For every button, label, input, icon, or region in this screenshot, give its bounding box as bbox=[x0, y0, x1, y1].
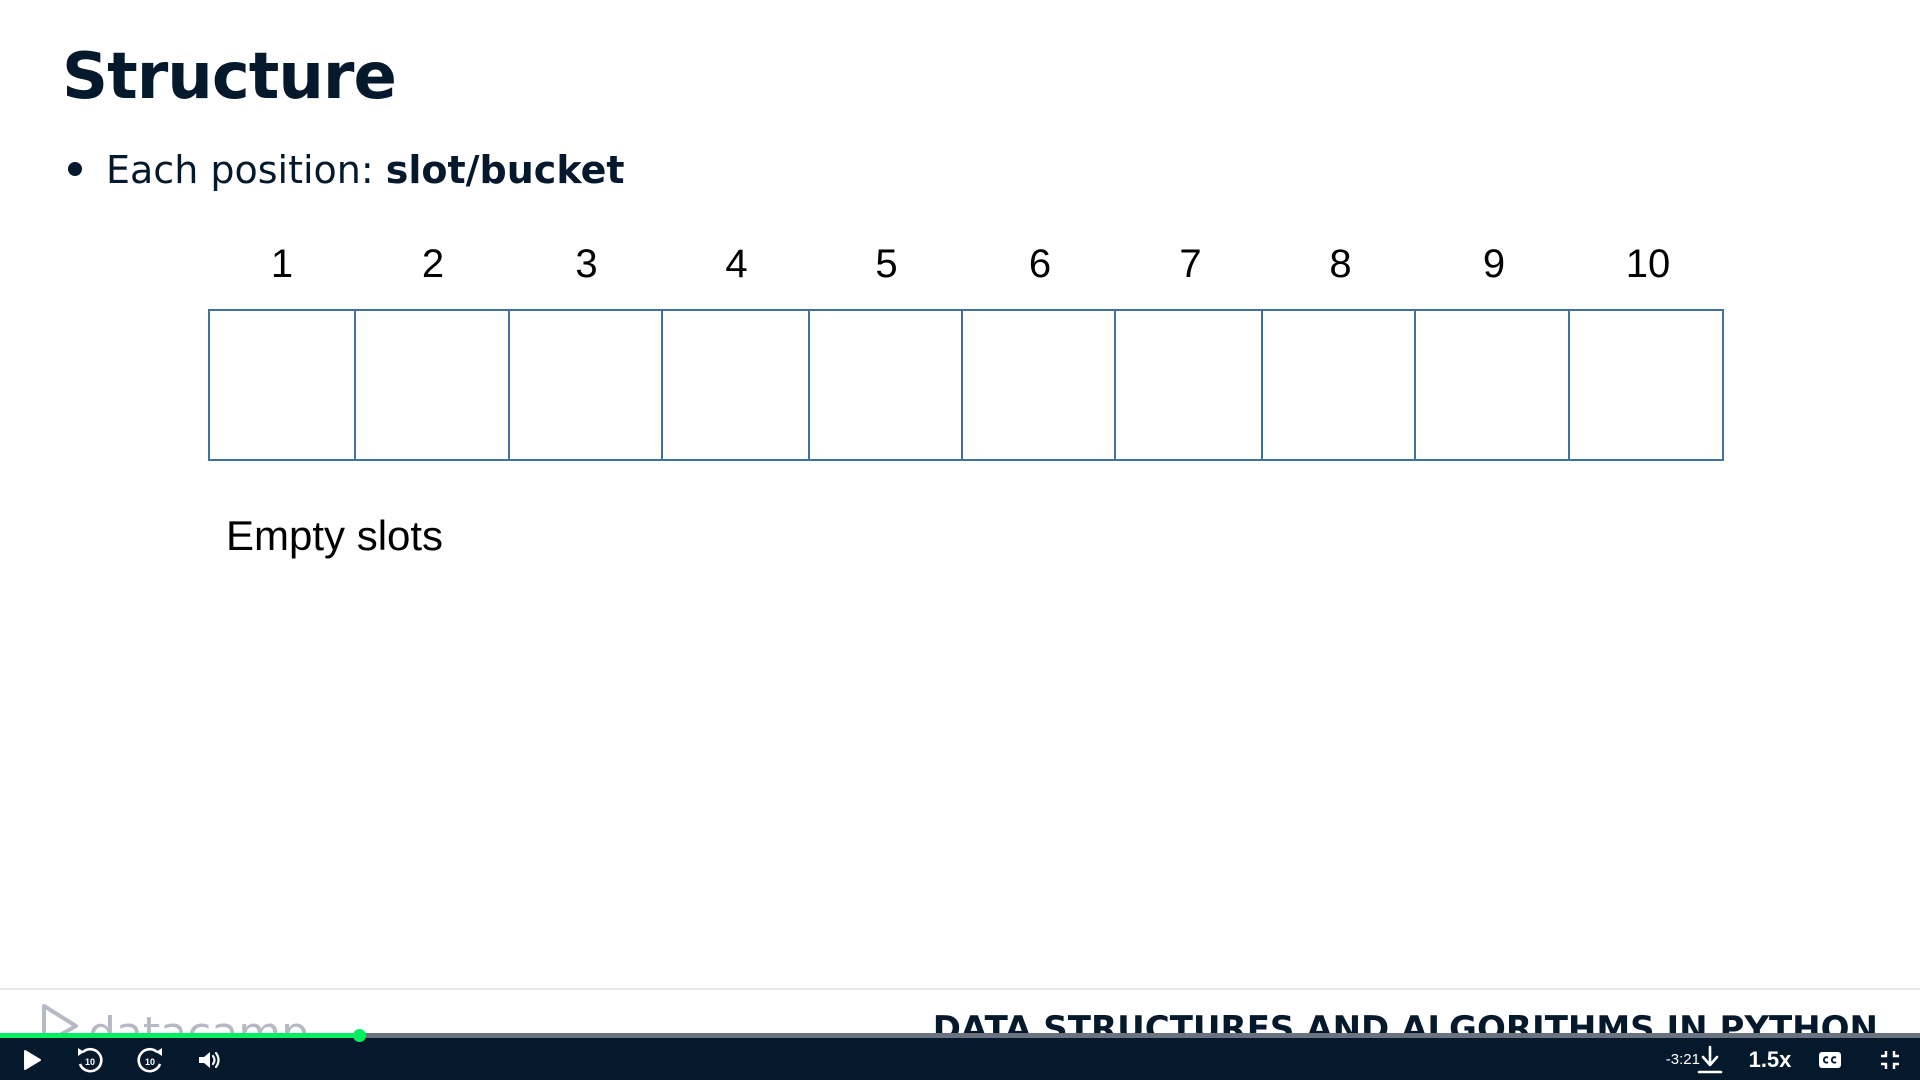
download-button[interactable] bbox=[1692, 1040, 1728, 1080]
slot-number-label: 2 bbox=[421, 242, 445, 286]
exit-fullscreen-icon bbox=[1881, 1051, 1899, 1069]
svg-text:10: 10 bbox=[85, 1057, 95, 1067]
forward-10-button[interactable]: 10 bbox=[130, 1040, 170, 1080]
slot-6 bbox=[960, 309, 1117, 461]
bullet-text: Each position: bbox=[106, 148, 386, 192]
slot-4 bbox=[660, 309, 810, 461]
slot-2 bbox=[353, 309, 510, 461]
slide-footer: datacamp DATA STRUCTURES AND ALGORITHMS … bbox=[0, 990, 1920, 1035]
playback-speed-button[interactable]: 1.5x bbox=[1748, 1047, 1792, 1072]
slot-number-label: 5 bbox=[875, 242, 898, 286]
time-remaining: -3:21 bbox=[1665, 1051, 1700, 1068]
slot-number-row: 1 2 3 4 5 6 7 8 9 10 bbox=[208, 242, 1724, 302]
datacamp-logo-icon bbox=[42, 1004, 78, 1035]
slot-number-label: 6 bbox=[1028, 242, 1052, 286]
slide-title: Structure bbox=[62, 40, 397, 114]
exit-fullscreen-button[interactable] bbox=[1872, 1040, 1908, 1080]
bullet-bold-term: slot/bucket bbox=[385, 148, 625, 192]
hash-table-slots bbox=[208, 309, 1724, 461]
slot-8 bbox=[1261, 309, 1417, 461]
slot-10 bbox=[1568, 309, 1724, 461]
download-icon bbox=[1697, 1045, 1723, 1074]
slot-number-label: 9 bbox=[1482, 242, 1506, 286]
rewind-10-icon: 10 bbox=[78, 1047, 103, 1073]
slot-1 bbox=[208, 309, 356, 461]
video-player-bar bbox=[0, 1035, 1920, 1080]
slot-5 bbox=[807, 309, 963, 461]
slot-9 bbox=[1414, 309, 1571, 461]
bullet-item: Each position: slot/bucket bbox=[68, 148, 625, 192]
course-title: DATA STRUCTURES AND ALGORITHMS IN PYTHON bbox=[932, 1009, 1878, 1035]
slot-number-label: 7 bbox=[1179, 242, 1202, 286]
slot-number-label: 1 bbox=[270, 242, 294, 286]
progress-handle[interactable] bbox=[353, 1029, 367, 1042]
captions-button[interactable] bbox=[1812, 1040, 1848, 1080]
bullet-dot bbox=[68, 161, 82, 176]
slot-3 bbox=[507, 309, 663, 461]
forward-10-icon: 10 bbox=[137, 1047, 162, 1073]
progress-bar[interactable] bbox=[0, 1029, 1920, 1042]
slot-number-label: 10 bbox=[1625, 242, 1671, 286]
play-icon bbox=[24, 1050, 41, 1070]
captions-icon bbox=[1819, 1052, 1841, 1068]
empty-slots-caption: Empty slots bbox=[226, 512, 444, 559]
volume-button[interactable] bbox=[192, 1040, 228, 1080]
slot-number-label: 4 bbox=[725, 242, 748, 286]
svg-text:10: 10 bbox=[145, 1057, 155, 1067]
play-button[interactable] bbox=[14, 1040, 50, 1080]
brand: datacamp bbox=[40, 1004, 309, 1035]
slot-number-label: 8 bbox=[1329, 242, 1352, 286]
brand-name: datacamp bbox=[88, 1008, 310, 1036]
progress-fill bbox=[0, 1033, 360, 1038]
volume-icon bbox=[199, 1051, 220, 1069]
rewind-10-button[interactable]: 10 bbox=[70, 1040, 110, 1080]
footer-divider bbox=[0, 988, 1920, 990]
slot-number-label: 3 bbox=[575, 242, 598, 286]
slot-7 bbox=[1114, 309, 1264, 461]
